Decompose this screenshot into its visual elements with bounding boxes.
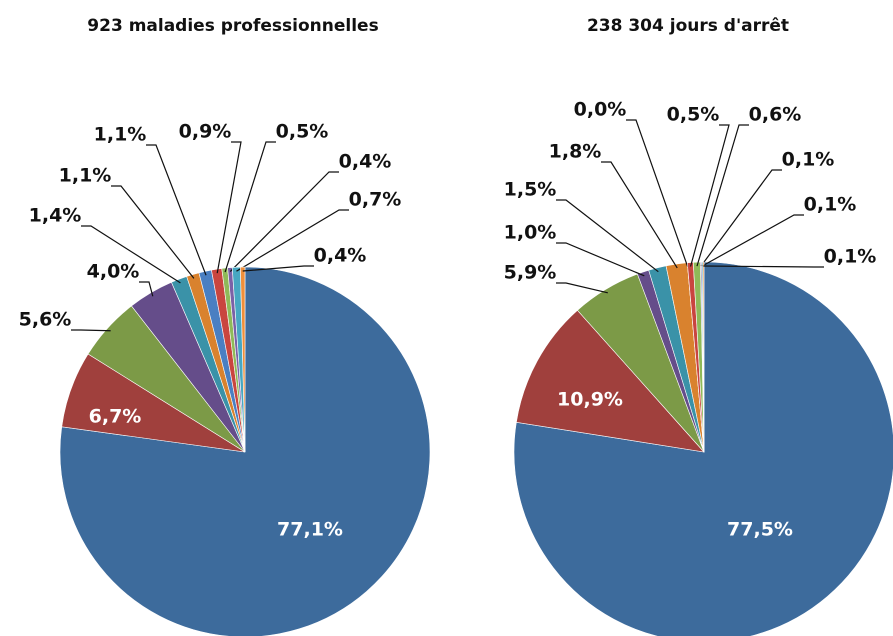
- leader-line: [146, 144, 207, 276]
- leader-line: [556, 282, 608, 294]
- data-label: 0,0%: [574, 99, 627, 121]
- leader-line: [556, 199, 659, 273]
- data-label: 0,6%: [749, 104, 802, 126]
- leader-line: [111, 185, 195, 279]
- data-label: 1,1%: [59, 165, 112, 187]
- leader-line: [242, 265, 314, 272]
- leader-line: [229, 171, 339, 273]
- data-label: 77,5%: [727, 519, 793, 541]
- data-label: 1,5%: [504, 179, 557, 201]
- data-label: 1,4%: [29, 205, 82, 227]
- leader-line: [224, 141, 276, 273]
- leader-line: [689, 124, 730, 267]
- data-label: 1,8%: [549, 141, 602, 163]
- data-label: 6,7%: [89, 406, 142, 428]
- leader-line: [626, 119, 689, 267]
- data-label: 1,0%: [504, 222, 557, 244]
- pie-slice: [515, 309, 705, 453]
- leader-line: [701, 214, 804, 267]
- leader-line: [71, 329, 111, 332]
- data-label: 0,7%: [349, 189, 402, 211]
- data-label: 1,1%: [94, 124, 147, 146]
- data-label: 4,0%: [87, 261, 140, 283]
- data-label: 0,4%: [314, 245, 367, 267]
- data-label: 0,4%: [339, 151, 392, 173]
- pie-slice: [240, 266, 246, 453]
- leader-line: [700, 169, 782, 267]
- chart-title: 238 304 jours d'arrêt: [587, 16, 789, 36]
- data-label: 0,1%: [804, 194, 857, 216]
- data-label: 0,1%: [782, 149, 835, 171]
- data-label: 5,9%: [504, 262, 557, 284]
- data-label: 0,9%: [179, 121, 232, 143]
- leader-line: [139, 281, 154, 297]
- data-label: 10,9%: [557, 389, 623, 411]
- leader-line: [703, 265, 824, 268]
- leader-line: [601, 161, 678, 269]
- pie-slice: [513, 261, 893, 636]
- data-label: 77,1%: [277, 519, 343, 541]
- data-label: 0,5%: [276, 121, 329, 143]
- leader-line: [696, 124, 749, 267]
- pie-slice: [702, 261, 705, 453]
- data-label: 0,1%: [824, 246, 877, 268]
- data-label: 0,5%: [667, 104, 720, 126]
- leader-line: [81, 225, 181, 284]
- leader-line: [236, 209, 349, 272]
- leader-line: [216, 141, 242, 274]
- leader-line: [556, 242, 645, 277]
- chart-title: 923 maladies professionnelles: [87, 16, 378, 36]
- data-label: 5,6%: [19, 309, 72, 331]
